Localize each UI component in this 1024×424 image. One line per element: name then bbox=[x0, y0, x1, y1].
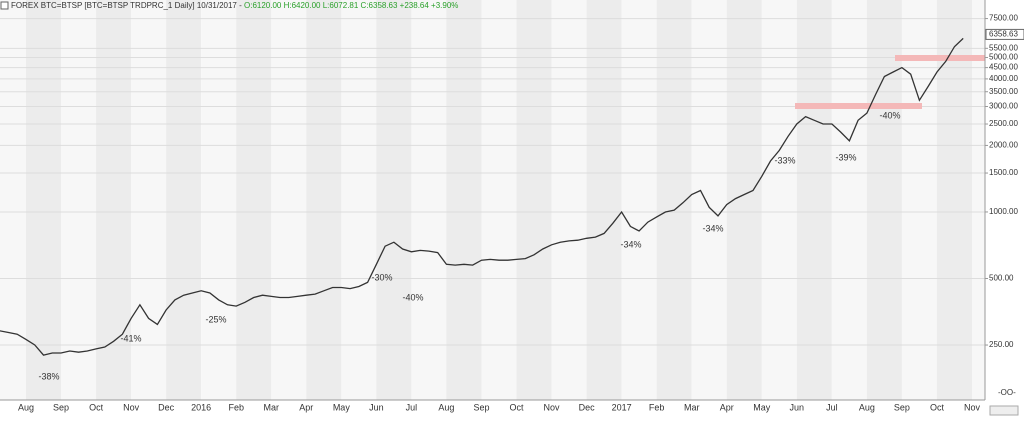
price-line bbox=[0, 37, 964, 356]
axis-icon[interactable]: -OO- bbox=[998, 388, 1016, 397]
x-tick-label: Jul bbox=[826, 402, 838, 412]
month-band bbox=[796, 0, 832, 400]
x-tick-label: Dec bbox=[579, 402, 596, 412]
month-band bbox=[131, 0, 167, 400]
y-tick-label: 5500.00 bbox=[989, 43, 1018, 52]
month-band bbox=[96, 0, 132, 400]
x-tick-label: May bbox=[333, 402, 351, 412]
support-zone bbox=[895, 55, 985, 61]
x-tick-label: Nov bbox=[123, 402, 140, 412]
month-band bbox=[306, 0, 342, 400]
x-tick-label: Oct bbox=[930, 402, 945, 412]
month-band bbox=[26, 0, 62, 400]
month-band bbox=[271, 0, 307, 400]
y-tick-label: 1500.00 bbox=[989, 168, 1018, 177]
x-tick-label: Mar bbox=[264, 402, 280, 412]
month-bands bbox=[0, 0, 985, 400]
x-tick-label: Nov bbox=[544, 402, 561, 412]
month-band bbox=[166, 0, 202, 400]
month-band bbox=[236, 0, 272, 400]
month-band bbox=[0, 0, 26, 400]
x-tick-label: Apr bbox=[299, 402, 313, 412]
month-band bbox=[866, 0, 902, 400]
annotation: -40% bbox=[879, 110, 900, 120]
x-tick-label: Nov bbox=[964, 402, 981, 412]
annotation: -30% bbox=[371, 272, 392, 282]
x-tick-label: Aug bbox=[859, 402, 875, 412]
month-band bbox=[901, 0, 937, 400]
y-tick-label: 2500.00 bbox=[989, 119, 1018, 128]
month-band bbox=[551, 0, 587, 400]
month-band bbox=[61, 0, 97, 400]
chart-title: FOREX BTC=BTSP [BTC=BTSP TRDPRC_1 Daily]… bbox=[11, 1, 458, 10]
x-tick-label: Sep bbox=[894, 402, 910, 412]
annotation: -34% bbox=[702, 223, 723, 233]
month-band bbox=[446, 0, 482, 400]
x-tick-label: May bbox=[753, 402, 771, 412]
x-tick-label: Feb bbox=[649, 402, 665, 412]
month-band bbox=[481, 0, 517, 400]
scroll-control[interactable] bbox=[989, 405, 1019, 416]
annotation: -25% bbox=[205, 314, 226, 324]
x-tick-label: Aug bbox=[438, 402, 454, 412]
y-tick-label: 5000.00 bbox=[989, 53, 1018, 62]
x-tick-label: Aug bbox=[18, 402, 34, 412]
x-tick-label: Apr bbox=[720, 402, 734, 412]
y-tick-label: 4500.00 bbox=[989, 63, 1018, 72]
month-band bbox=[831, 0, 867, 400]
y-tick-label: 2000.00 bbox=[989, 141, 1018, 150]
y-tick-label: 4000.00 bbox=[989, 74, 1018, 83]
x-tick-label: Jul bbox=[406, 402, 418, 412]
month-band bbox=[761, 0, 797, 400]
x-tick-label: 2017 bbox=[612, 402, 632, 412]
x-tick-label: 2016 bbox=[191, 402, 211, 412]
annotation: -33% bbox=[774, 155, 795, 165]
annotation: -39% bbox=[835, 152, 856, 162]
y-tick-label: 3000.00 bbox=[989, 102, 1018, 111]
month-band bbox=[726, 0, 762, 400]
x-tick-label: Oct bbox=[510, 402, 525, 412]
last-price-box bbox=[985, 28, 1024, 40]
y-tick-label: 500.00 bbox=[989, 274, 1014, 283]
x-tick-label: Mar bbox=[684, 402, 700, 412]
x-tick-label: Jun bbox=[790, 402, 805, 412]
last-price-label: 6358.63 bbox=[989, 30, 1018, 39]
x-tick-label: Oct bbox=[89, 402, 104, 412]
title: FOREX BTC=BTSP [BTC=BTSP TRDPRC_1 Daily]… bbox=[11, 1, 242, 10]
annotation: -34% bbox=[620, 239, 641, 249]
ohlc: O:6120.00 H:6420.00 L:6072.81 C:6358.63 … bbox=[244, 1, 458, 10]
x-tick-label: Sep bbox=[53, 402, 69, 412]
x-tick-label: Feb bbox=[228, 402, 244, 412]
month-band bbox=[516, 0, 552, 400]
x-tick-label: Sep bbox=[473, 402, 489, 412]
x-tick-label: Jun bbox=[369, 402, 384, 412]
month-band bbox=[972, 0, 985, 400]
support-zone bbox=[795, 103, 922, 109]
month-band bbox=[341, 0, 377, 400]
month-band bbox=[376, 0, 412, 400]
settings-icon[interactable] bbox=[0, 1, 9, 10]
month-band bbox=[936, 0, 972, 400]
annotation: -41% bbox=[120, 333, 141, 343]
x-tick-label: Dec bbox=[158, 402, 175, 412]
plot bbox=[0, 37, 964, 356]
month-band bbox=[691, 0, 727, 400]
y-tick-label: 3500.00 bbox=[989, 87, 1018, 96]
annotation: -38% bbox=[38, 371, 59, 381]
month-band bbox=[411, 0, 447, 400]
annotation: -40% bbox=[402, 292, 423, 302]
y-tick-label: 7500.00 bbox=[989, 14, 1018, 23]
y-tick-label: 1000.00 bbox=[989, 207, 1018, 216]
month-band bbox=[621, 0, 657, 400]
month-band bbox=[201, 0, 237, 400]
y-tick-label: 250.00 bbox=[989, 340, 1014, 349]
month-band bbox=[586, 0, 622, 400]
